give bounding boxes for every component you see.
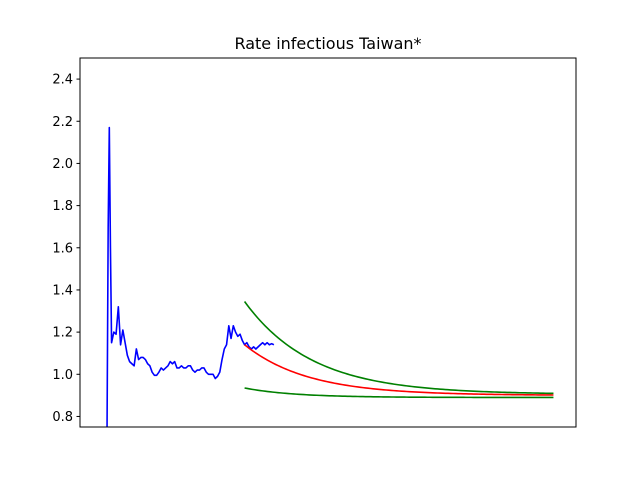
series-line-2 (243, 301, 554, 395)
y-tick-label: 2.2 (52, 115, 73, 130)
y-tick-label: 0.8 (52, 410, 73, 425)
y-tick-label: 1.6 (52, 241, 73, 256)
y-tick-label: 1.4 (52, 283, 73, 298)
y-tick-label: 1.0 (52, 368, 73, 383)
y-tick-label: 2.4 (52, 73, 73, 88)
series-layer (106, 126, 554, 427)
series-line-3 (244, 387, 554, 399)
y-tick-label: 2.0 (52, 157, 73, 172)
y-tick-label: 1.8 (52, 199, 73, 214)
series-line-1 (244, 344, 554, 396)
plot-frame (79, 57, 577, 428)
series-line-0 (106, 126, 275, 427)
y-axis: 0.8 1.0 1.2 1.4 1.6 1.8 2.0 2.2 2.4 (52, 73, 80, 425)
chart-title: Rate infectious Taiwan* (234, 34, 421, 53)
y-tick-label: 1.2 (52, 326, 73, 341)
